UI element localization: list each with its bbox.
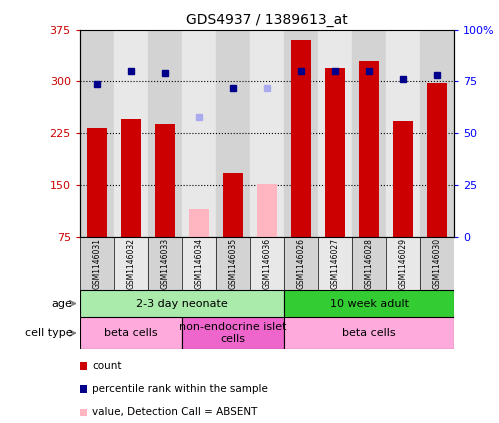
Text: 10 week adult: 10 week adult: [329, 299, 409, 308]
Bar: [148, 237, 182, 290]
Bar: [80, 30, 114, 237]
Bar: [182, 237, 216, 290]
Bar: [189, 209, 209, 237]
Text: beta cells: beta cells: [104, 328, 158, 338]
Bar: [80, 290, 284, 317]
Bar: [80, 317, 182, 349]
Text: cell type: cell type: [25, 328, 72, 338]
Text: GSM1146032: GSM1146032: [126, 238, 135, 289]
Bar: [223, 173, 243, 237]
Text: percentile rank within the sample: percentile rank within the sample: [92, 384, 268, 394]
Text: age: age: [51, 299, 72, 308]
Text: GSM1146035: GSM1146035: [229, 238, 238, 289]
Text: value, Detection Call = ABSENT: value, Detection Call = ABSENT: [92, 407, 257, 418]
Bar: [284, 290, 454, 317]
Bar: [80, 237, 114, 290]
Text: 2-3 day neonate: 2-3 day neonate: [136, 299, 228, 308]
Bar: [182, 30, 216, 237]
Bar: [114, 237, 148, 290]
Bar: [87, 129, 107, 237]
Bar: [386, 30, 420, 237]
Bar: [148, 30, 182, 237]
Text: GSM1146026: GSM1146026: [296, 238, 305, 289]
Bar: [155, 124, 175, 237]
Bar: [216, 30, 250, 237]
Text: GSM1146033: GSM1146033: [160, 238, 169, 289]
Bar: [318, 237, 352, 290]
Bar: [427, 83, 447, 237]
Title: GDS4937 / 1389613_at: GDS4937 / 1389613_at: [186, 13, 348, 27]
Bar: [420, 237, 454, 290]
Bar: [352, 237, 386, 290]
Bar: [291, 40, 311, 237]
Bar: [182, 317, 284, 349]
Text: beta cells: beta cells: [342, 328, 396, 338]
Bar: [250, 237, 284, 290]
Bar: [284, 237, 318, 290]
Text: GSM1146030: GSM1146030: [433, 238, 442, 289]
Bar: [359, 60, 379, 237]
Text: GSM1146036: GSM1146036: [262, 238, 271, 289]
Bar: [114, 30, 148, 237]
Text: non-endocrine islet
cells: non-endocrine islet cells: [179, 322, 287, 344]
Bar: [386, 237, 420, 290]
Bar: [352, 30, 386, 237]
Text: GSM1146034: GSM1146034: [195, 238, 204, 289]
Text: GSM1146028: GSM1146028: [365, 238, 374, 289]
Bar: [420, 30, 454, 237]
Bar: [325, 68, 345, 237]
Bar: [393, 121, 413, 237]
Bar: [216, 237, 250, 290]
Bar: [284, 30, 318, 237]
Bar: [284, 317, 454, 349]
Bar: [250, 30, 284, 237]
Text: GSM1146029: GSM1146029: [399, 238, 408, 289]
Bar: [121, 119, 141, 237]
Text: GSM1146031: GSM1146031: [92, 238, 101, 289]
Text: count: count: [92, 361, 122, 371]
Bar: [257, 184, 277, 237]
Text: GSM1146027: GSM1146027: [330, 238, 339, 289]
Bar: [318, 30, 352, 237]
